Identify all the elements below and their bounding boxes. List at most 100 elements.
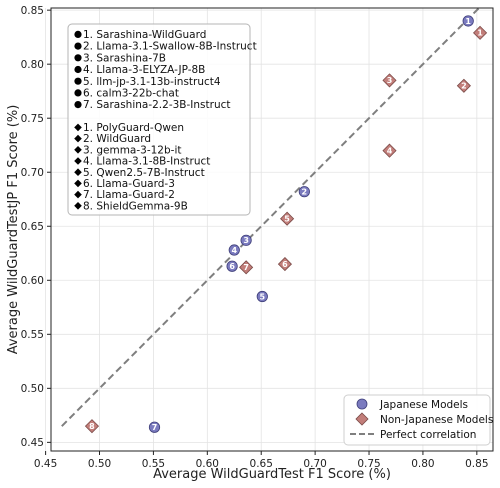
circle-marker xyxy=(462,15,474,27)
diamond-icon xyxy=(74,134,82,143)
non-japanese-point-2: 2 xyxy=(456,78,471,93)
model-legend-entry-japanese: 6. calm3-22b-chat xyxy=(74,88,179,100)
x-tick-label: 0.85 xyxy=(465,458,488,470)
legend-label: Japanese Models xyxy=(379,399,468,411)
diamond-icon xyxy=(74,190,82,199)
circle-icon xyxy=(74,101,82,109)
model-legend-entry-japanese: 1. Sarashina-WildGuard xyxy=(74,29,206,41)
circle-marker xyxy=(240,234,252,246)
point-label: 6 xyxy=(229,262,235,271)
y-tick-label: 0.85 xyxy=(21,5,44,17)
model-name: 2. Llama-3.1-Swallow-8B-Instruct xyxy=(83,41,257,53)
diamond-marker xyxy=(456,78,471,93)
point-label: 2 xyxy=(461,82,467,91)
diamond-icon xyxy=(74,179,82,188)
non-japanese-point-3: 3 xyxy=(382,73,397,88)
legend-diamond-marker xyxy=(355,412,369,426)
japanese-point-6: 6 xyxy=(226,260,238,272)
axis-ticks: 0.45 0.50 0.55 0.60 0.65 0.70 0.75 0.80 0.85 0.45… xyxy=(21,5,489,470)
diamond-marker xyxy=(239,260,254,275)
legend-circle-marker xyxy=(356,398,368,410)
non-japanese-point-5: 5 xyxy=(280,211,295,226)
legend-entry-perfect-correlation: Perfect correlation xyxy=(350,429,476,441)
model-legend-entry-japanese: 7. Sarashina-2.2-3B-Instruct xyxy=(74,99,231,111)
model-legend-entry-japanese: 3. Sarashina-7B xyxy=(74,52,166,64)
point-label: 3 xyxy=(243,236,249,245)
plot-frame xyxy=(50,7,494,452)
japanese-point-5: 5 xyxy=(256,290,268,303)
model-legend-entry-japanese: 5. llm-jp-3.1-13b-instruct4 xyxy=(74,76,221,88)
diamond-icon xyxy=(74,202,82,210)
circle-marker xyxy=(148,421,161,433)
model-name: 5. llm-jp-3.1-13b-instruct4 xyxy=(83,76,221,88)
series-legend-box xyxy=(343,394,491,446)
model-name: 3. gemma-3-12b-it xyxy=(83,144,181,156)
diamond-marker xyxy=(472,25,488,40)
non-japanese-point-8: 8 xyxy=(84,419,100,434)
circle-icon xyxy=(74,54,82,62)
point-label: 1 xyxy=(477,29,483,38)
circle-marker xyxy=(256,290,268,303)
point-label: 7 xyxy=(243,263,249,272)
diamond-marker xyxy=(277,257,293,272)
y-tick-label: 0.75 xyxy=(21,113,44,125)
model-name: 8. ShieldGemma-9B xyxy=(83,200,188,212)
japanese-point-1: 1 xyxy=(462,15,474,27)
grid xyxy=(45,8,493,451)
model-name: 1. PolyGuard-Qwen xyxy=(83,122,184,134)
point-label: 2 xyxy=(302,187,308,196)
diamond-marker xyxy=(382,143,397,158)
point-label: 8 xyxy=(89,422,95,431)
circle-icon xyxy=(74,42,82,50)
model-legend-entry-non-japanese: 4. Llama-3.1-8B-Instruct xyxy=(74,156,210,168)
point-label: 6 xyxy=(282,260,288,269)
x-tick-label: 0.70 xyxy=(303,458,326,470)
x-tick-label: 0.80 xyxy=(411,458,434,470)
point-label: 1 xyxy=(465,17,471,26)
model-legend-box xyxy=(67,23,251,216)
model-legend-entry-non-japanese: 3. gemma-3-12b-it xyxy=(74,144,181,156)
model-name: 4. Llama-3.1-8B-Instruct xyxy=(83,156,210,168)
model-name: 2. WildGuard xyxy=(83,133,151,145)
model-name: 6. Llama-Guard-3 xyxy=(83,178,175,190)
non-japanese-point-7: 7 xyxy=(239,260,254,275)
legend-entry-non-japanese: Non-Japanese Models xyxy=(355,412,493,426)
model-legend-entry-non-japanese: 7. Llama-Guard-2 xyxy=(74,189,175,201)
y-tick-label: 0.80 xyxy=(21,59,44,71)
non-japanese-point-6: 6 xyxy=(277,257,293,272)
x-tick-label: 0.55 xyxy=(142,458,165,470)
diamond-marker xyxy=(280,211,295,226)
point-label: 4 xyxy=(231,246,237,255)
circle-icon xyxy=(74,77,82,85)
x-tick-label: 0.50 xyxy=(88,458,111,470)
circle-marker xyxy=(228,244,240,256)
diamond-icon xyxy=(74,157,82,165)
model-name: 4. Llama-3-ELYZA-JP-8B xyxy=(83,64,205,76)
model-legend-entry-non-japanese: 8. ShieldGemma-9B xyxy=(74,200,188,212)
circle-icon xyxy=(74,89,82,97)
japanese-point-4: 4 xyxy=(228,244,240,256)
x-tick-label: 0.60 xyxy=(196,458,219,470)
model-legend-entry-non-japanese: 2. WildGuard xyxy=(74,133,151,145)
diamond-marker xyxy=(382,73,397,88)
japanese-point-3: 3 xyxy=(240,234,252,246)
x-tick-label: 0.45 xyxy=(34,458,57,470)
x-tick-label: 0.65 xyxy=(250,458,273,470)
y-tick-label: 0.50 xyxy=(21,383,44,395)
circle-icon xyxy=(74,30,82,38)
model-legend-entry-non-japanese: 6. Llama-Guard-3 xyxy=(74,178,175,190)
model-name: 1. Sarashina-WildGuard xyxy=(83,29,206,41)
point-label: 5 xyxy=(260,292,266,301)
model-name: 5. Qwen2.5-7B-Instruct xyxy=(83,167,205,179)
y-tick-label: 0.65 xyxy=(21,221,44,233)
series-legend: Japanese Models Non-Japanese Models Perfec… xyxy=(343,394,493,446)
point-label: 3 xyxy=(387,76,393,85)
non-japanese-point-1: 1 xyxy=(472,25,488,40)
diamond-icon xyxy=(74,168,82,176)
diamond-icon xyxy=(74,123,82,132)
japanese-point-7: 7 xyxy=(148,421,161,433)
legend-label: Perfect correlation xyxy=(380,429,476,441)
